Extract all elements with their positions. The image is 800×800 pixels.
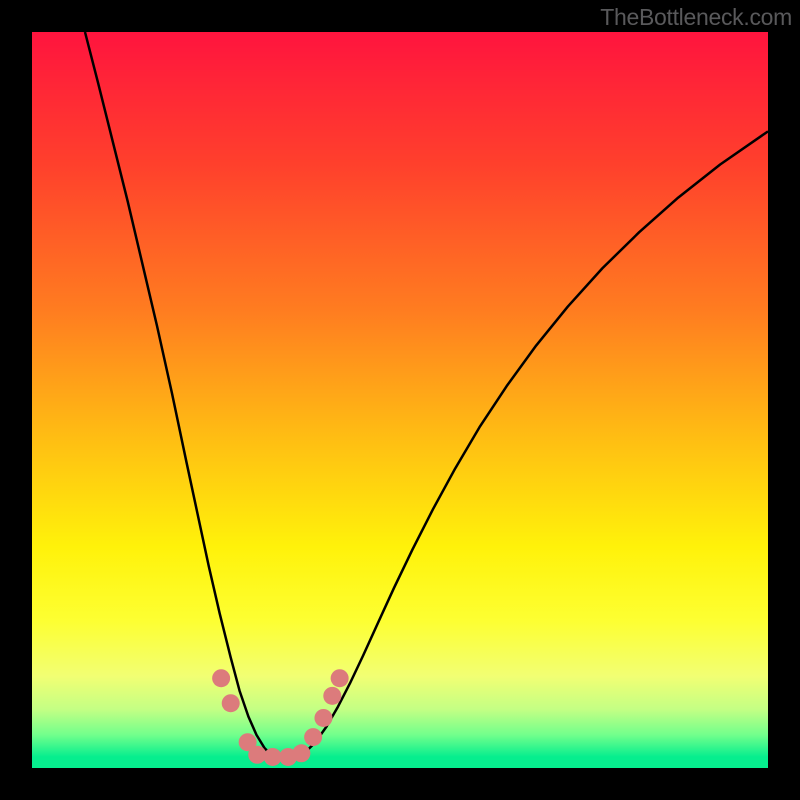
marker-dot [314, 709, 332, 727]
gradient-background [32, 32, 768, 768]
chart-container: TheBottleneck.com [0, 0, 800, 800]
marker-dot [292, 744, 310, 762]
marker-dot [222, 694, 240, 712]
marker-dot [248, 746, 266, 764]
attribution-text: TheBottleneck.com [600, 4, 792, 31]
marker-dot [323, 687, 341, 705]
marker-dot [212, 669, 230, 687]
marker-dot [264, 748, 282, 766]
marker-dot [304, 728, 322, 746]
marker-dot [331, 669, 349, 687]
bottleneck-chart [0, 0, 800, 800]
